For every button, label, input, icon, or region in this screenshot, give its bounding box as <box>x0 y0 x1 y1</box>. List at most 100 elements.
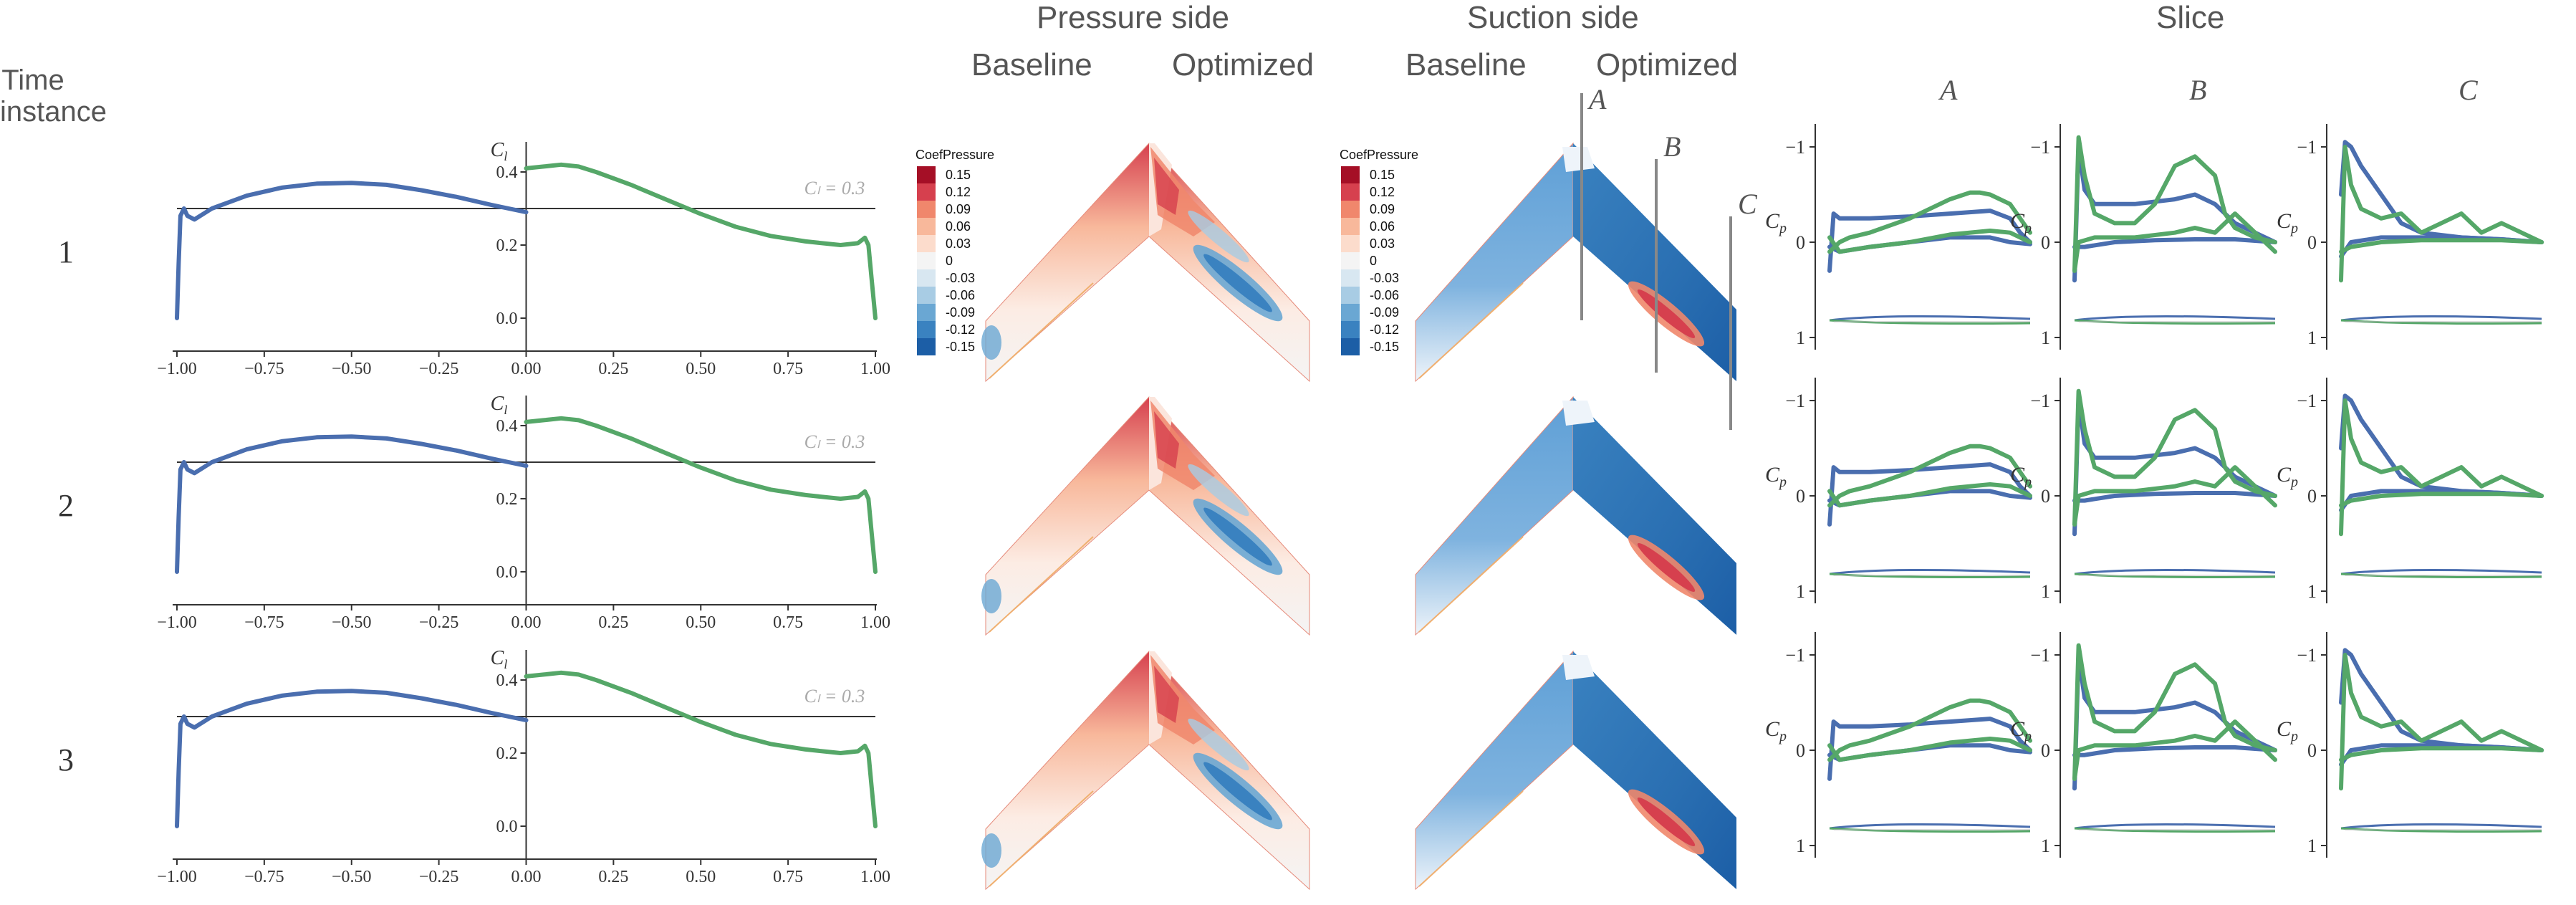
colorbar-swatch <box>1341 304 1360 321</box>
optimized-wing <box>1573 397 1736 635</box>
colorbar-tick-label: 0.03 <box>1370 236 1395 251</box>
peak-pressure-region <box>1154 666 1179 723</box>
baseline-wing <box>985 143 1310 383</box>
colorbar-tick-label: -0.12 <box>1370 322 1399 337</box>
low-pressure-core <box>1203 254 1272 312</box>
trailing-edge-line <box>989 282 1094 379</box>
baseline-wing <box>985 651 1310 891</box>
baseline-lift-line <box>175 689 529 828</box>
suction-baseline-label: Baseline <box>1405 47 1527 82</box>
high-pressure-core <box>1637 798 1696 846</box>
low-pressure-band <box>1188 210 1249 263</box>
colorbar-tick-label: -0.06 <box>1370 288 1399 302</box>
baseline-cp-line <box>2072 745 2277 757</box>
cp-y-axis-label: Cp <box>2010 209 2032 236</box>
optimized-cp-line <box>2339 492 2544 508</box>
x-tick-label: 1.00 <box>860 360 890 378</box>
baseline-cp-line <box>2072 491 2277 503</box>
cp-y-tick-label: −1 <box>2030 137 2050 158</box>
airfoil-outline-upper <box>2074 315 2276 322</box>
colorbar-tick-label: -0.03 <box>946 271 975 285</box>
colorbar-tick-label: 0.15 <box>946 168 971 182</box>
optimized-cp-line <box>1827 737 2032 762</box>
pressure-optimized-label: Optimized <box>1172 47 1315 82</box>
airfoil-outline-upper <box>2340 823 2542 830</box>
cp-y-tick-label: 1 <box>2307 327 2317 348</box>
airfoil-outline-lower <box>2074 827 2276 833</box>
y-axis-label: Cl <box>491 647 508 671</box>
y-tick-label: 0.2 <box>496 236 518 255</box>
y-tick-label: 0.0 <box>496 310 518 328</box>
optimized-cp-line <box>2339 145 2544 283</box>
colorbar-swatch <box>917 338 936 355</box>
cp-y-tick-label: 0 <box>1796 232 1805 253</box>
colorbar-swatch <box>917 252 936 269</box>
leading-edge-region <box>1562 401 1595 426</box>
lift-panel-3 <box>173 650 878 865</box>
colorbar-tick-label: -0.09 <box>1370 305 1399 320</box>
x-tick-label: 0.50 <box>686 613 716 632</box>
peak-pressure-region <box>1154 411 1179 469</box>
x-tick-label: 0.00 <box>511 360 542 378</box>
x-tick-label: −0.25 <box>419 868 459 886</box>
cp-y-axis-label: Cp <box>2010 463 2032 490</box>
optimized-cp-line <box>2072 643 2277 781</box>
cp-y-tick-label: 1 <box>2041 835 2050 856</box>
cp-y-tick-label: 1 <box>2307 835 2317 856</box>
cp-y-tick-label: −1 <box>2297 391 2317 411</box>
low-pressure-core <box>1203 507 1272 566</box>
x-tick-label: 0.25 <box>598 360 628 378</box>
x-tick-label: 0.75 <box>773 868 803 886</box>
colorbar-2 <box>1341 166 1360 355</box>
trailing-edge-line <box>989 536 1094 633</box>
cp-y-tick-label: 1 <box>2041 581 2050 602</box>
low-pressure-core <box>1203 762 1272 820</box>
optimized-cp-line <box>1827 229 2032 254</box>
suction-side-wing-2 <box>1415 396 1736 636</box>
time-instance-label: 1 <box>58 234 74 269</box>
reference-line-label: Cₗ = 0.3 <box>804 431 865 452</box>
colorbar-tick-label: -0.12 <box>946 322 975 337</box>
colorbar-swatch <box>1341 287 1360 304</box>
slice-header: Slice <box>2156 0 2225 35</box>
colorbar-swatch <box>917 304 936 321</box>
colorbar-swatch <box>1341 321 1360 338</box>
cp-y-axis-label: Cp <box>1765 463 1787 490</box>
high-pressure-core <box>1637 289 1696 338</box>
cp-y-tick-label: −1 <box>1785 137 1805 158</box>
x-tick-label: −0.50 <box>332 868 372 886</box>
cp-panel-row2-b <box>2054 378 2277 603</box>
baseline-lift-line <box>175 434 529 574</box>
airfoil-outline-upper <box>2340 568 2542 575</box>
cp-y-tick-label: 0 <box>2041 232 2050 253</box>
optimized-cp-line <box>1827 190 2032 254</box>
airfoil-outline-lower <box>2340 319 2542 325</box>
x-tick-label: 0.00 <box>511 613 542 632</box>
colorbar-swatch <box>917 235 936 252</box>
x-tick-label: −0.50 <box>332 613 372 632</box>
time-instance-header-line1: Time <box>1 64 64 96</box>
colorbar-tick-label: 0.12 <box>1370 185 1395 199</box>
cp-y-axis-label: Cp <box>2277 463 2298 490</box>
suction-side-header: Suction side <box>1467 0 1639 35</box>
lift-panel-1 <box>173 142 878 357</box>
optimized-wing <box>1573 651 1736 889</box>
colorbar-tick-label: -0.09 <box>946 305 975 320</box>
y-tick-label: 0.4 <box>496 671 518 690</box>
colorbar-swatch <box>1341 252 1360 269</box>
y-tick-label: 0.0 <box>496 563 518 582</box>
cp-y-axis-label: Cp <box>2277 209 2298 236</box>
cp-y-tick-label: 0 <box>2041 486 2050 507</box>
x-tick-label: −1.00 <box>157 360 197 378</box>
reference-line-label: Cₗ = 0.3 <box>804 178 865 198</box>
colorbar-swatch <box>1341 166 1360 183</box>
colorbar-tick-label: 0.06 <box>1370 219 1395 234</box>
x-tick-label: 0.75 <box>773 613 803 632</box>
colorbar-swatch <box>917 269 936 287</box>
colorbar-tick-label: 0.06 <box>946 219 971 234</box>
y-tick-label: 0.2 <box>496 744 518 763</box>
cp-panel-row1-a <box>1810 124 2032 350</box>
slice-col-a-label: A <box>1940 74 1958 106</box>
airfoil-outline-lower <box>1829 827 2031 833</box>
optimized-cp-line <box>2339 746 2544 762</box>
